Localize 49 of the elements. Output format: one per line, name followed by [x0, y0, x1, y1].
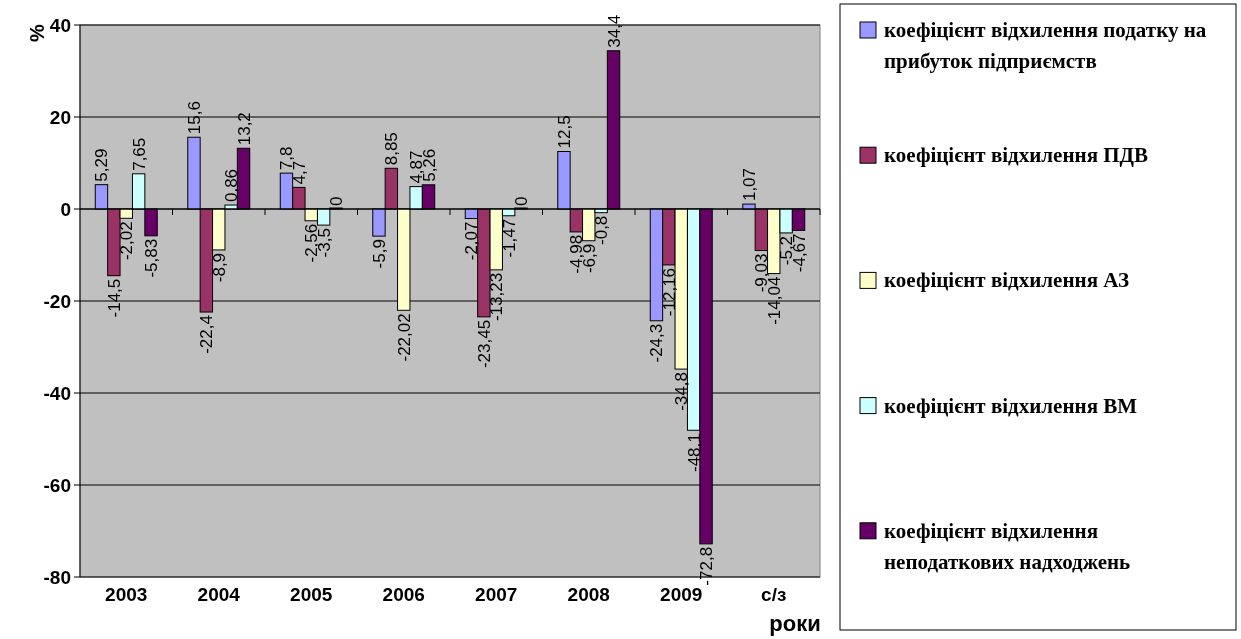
data-label: 0,86 — [222, 168, 242, 203]
legend-label: коефіцієнт відхилення ПДВ — [884, 143, 1149, 168]
data-label: 13,2 — [234, 112, 254, 146]
data-label: -14,5 — [104, 278, 124, 318]
y-tick-label: -40 — [43, 382, 71, 404]
data-label: -2,07 — [462, 221, 482, 261]
data-label: 15,6 — [184, 101, 204, 135]
data-label: -12,16 — [659, 267, 679, 317]
data-label: 1,07 — [739, 167, 759, 202]
data-label: -23,45 — [474, 319, 494, 369]
x-axis-title: роки — [769, 611, 821, 636]
data-label: 8,85 — [382, 132, 402, 166]
x-tick-label: 2004 — [197, 584, 241, 605]
data-label: -8,9 — [209, 252, 229, 283]
data-label: -5,83 — [142, 238, 162, 278]
x-tick-label: 2006 — [382, 584, 425, 605]
data-label: 7,65 — [129, 137, 149, 171]
data-label: 5,29 — [92, 148, 112, 182]
y-tick-label: 0 — [60, 198, 71, 220]
legend-label: коефіцієнт відхилення неподаткових надходжень — [884, 518, 1131, 574]
data-label: -5,9 — [369, 239, 389, 269]
data-label: -0,8 — [592, 215, 612, 245]
x-tick-label: с/з — [761, 584, 787, 605]
y-tick-label: 20 — [49, 106, 71, 128]
data-label: -2,02 — [117, 221, 137, 261]
y-tick-label: 40 — [49, 14, 71, 36]
x-tick-label: 2005 — [290, 584, 333, 605]
data-label: -1,47 — [499, 218, 519, 258]
y-tick-label: -80 — [43, 566, 71, 588]
data-label: 12,5 — [554, 115, 574, 149]
data-label: -22,4 — [197, 315, 217, 354]
data-label: -22,02 — [394, 313, 414, 362]
legend-label: коефіцієнт відхилення АЗ — [884, 268, 1129, 293]
data-label: 0 — [512, 196, 532, 206]
data-label: -24,3 — [647, 323, 667, 363]
data-label: 0 — [327, 196, 347, 206]
legend-label: коефіцієнт відхилення податку на прибуток підприємств — [884, 18, 1207, 73]
x-tick-label: 2007 — [475, 584, 518, 605]
legend-label: коефіцієнт відхилення ВМ — [884, 393, 1138, 418]
x-tick-label: 2008 — [567, 584, 610, 605]
x-tick-label: 2009 — [660, 584, 703, 605]
data-label: 34,4 — [604, 14, 624, 48]
data-label: -48,1 — [684, 433, 704, 473]
data-label: -72,8 — [697, 546, 717, 586]
y-tick-label: -20 — [43, 290, 71, 312]
data-label: -34,8 — [672, 372, 692, 411]
y-axis-title: % — [26, 23, 48, 42]
x-tick-label: 2003 — [105, 584, 148, 605]
y-tick-label: -60 — [43, 474, 71, 496]
